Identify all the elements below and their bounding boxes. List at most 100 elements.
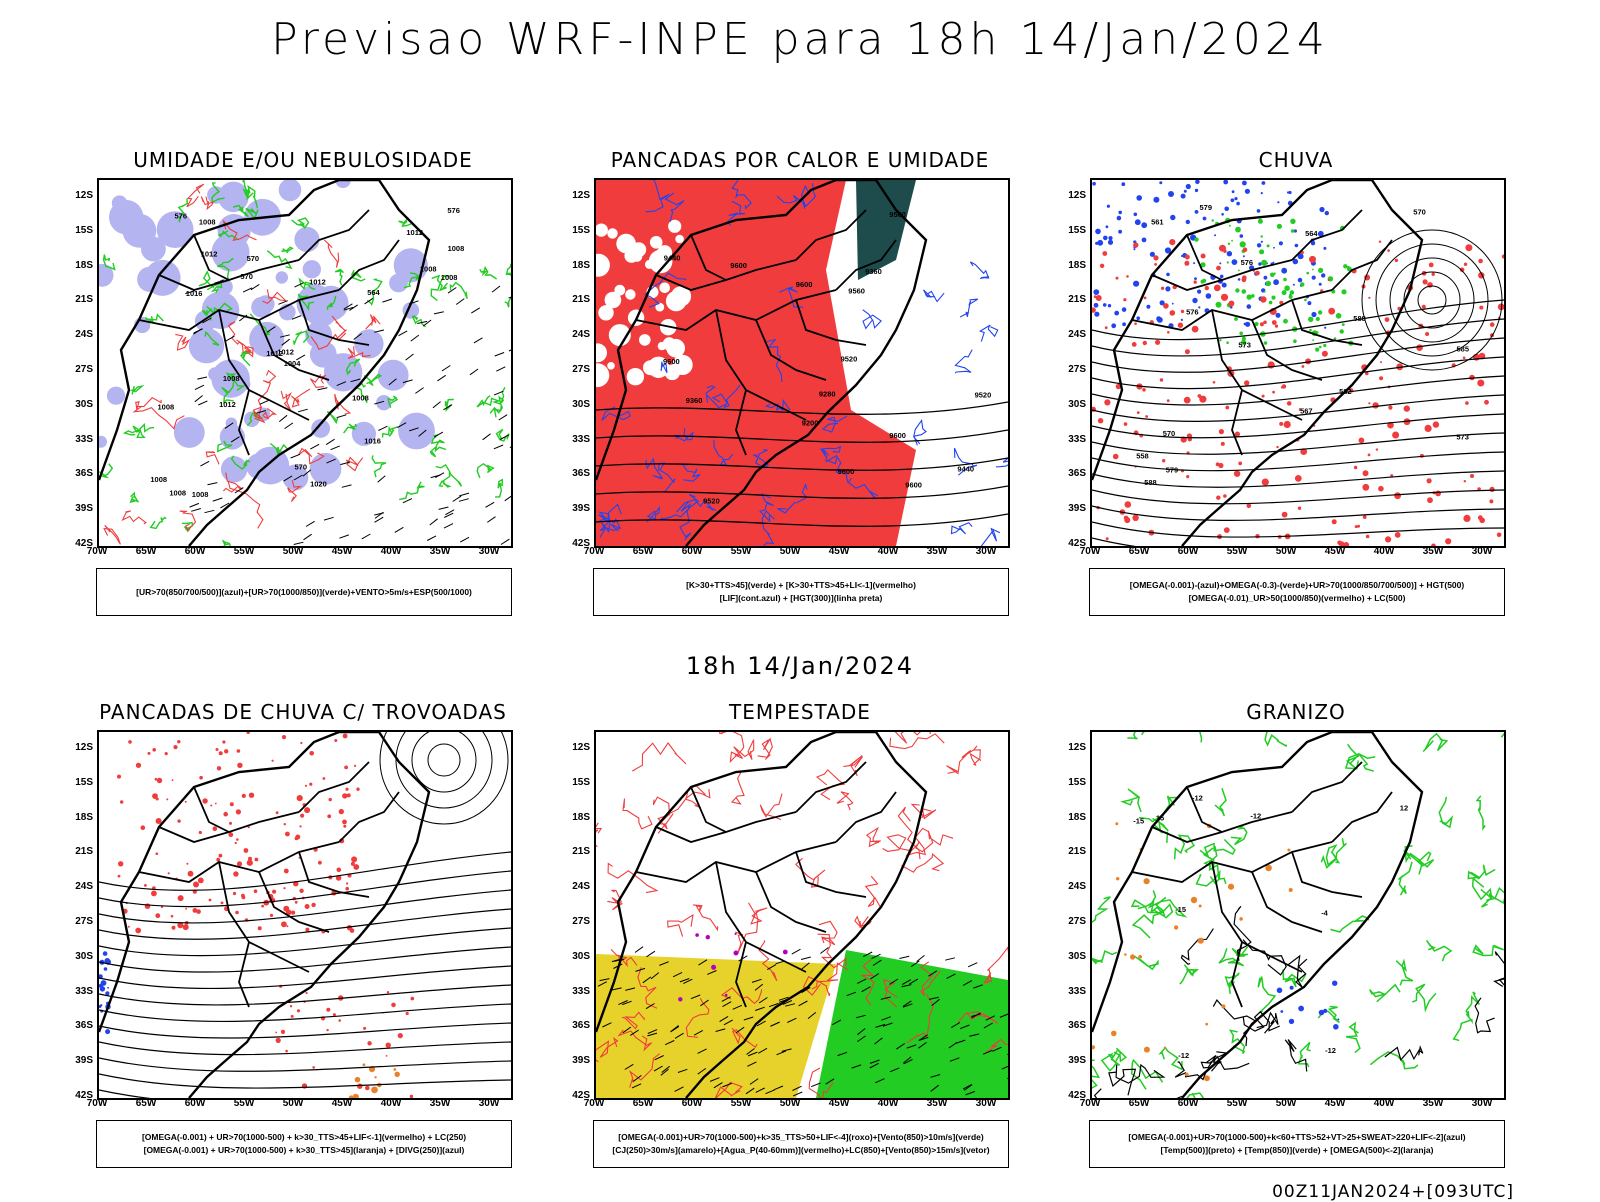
field-cell bbox=[1185, 183, 1191, 190]
x-tick-label: 45W bbox=[331, 1098, 353, 1109]
state-border bbox=[338, 791, 400, 843]
streamline bbox=[1092, 470, 1504, 488]
field-cell bbox=[1272, 261, 1275, 264]
field-cell bbox=[1205, 1022, 1209, 1026]
field-cell bbox=[1166, 272, 1170, 277]
isoline bbox=[959, 298, 979, 318]
field-cell bbox=[1221, 213, 1224, 216]
field-cell bbox=[1123, 298, 1127, 302]
isoline bbox=[847, 477, 879, 499]
field-cell bbox=[1261, 394, 1265, 398]
streamline bbox=[1092, 505, 1504, 521]
wind-vector bbox=[723, 1019, 733, 1026]
y-tick-label: 39S bbox=[572, 1055, 590, 1067]
wind-vector bbox=[670, 1025, 680, 1033]
field-cell bbox=[241, 793, 246, 798]
y-tick-label: 36S bbox=[1068, 468, 1086, 480]
isoline bbox=[1452, 1013, 1474, 1042]
panel-title: UMIDADE E/OU NEBULOSIDADE bbox=[133, 148, 473, 172]
wind-vector bbox=[443, 512, 454, 518]
field-cell bbox=[1288, 294, 1293, 299]
contour-label: -4 bbox=[1321, 909, 1328, 918]
state-border bbox=[795, 851, 867, 898]
field-cell bbox=[1280, 1010, 1284, 1013]
wind-vector bbox=[683, 978, 693, 985]
x-tick-label: 55W bbox=[730, 1098, 752, 1109]
wind-vector bbox=[330, 445, 340, 451]
streamline bbox=[99, 965, 511, 990]
x-tick-label: 30W bbox=[1471, 546, 1493, 557]
field-cell bbox=[1141, 237, 1147, 243]
isoline bbox=[646, 506, 660, 523]
x-tick-label: 70W bbox=[583, 1098, 605, 1109]
contour-label: 576 bbox=[175, 211, 188, 220]
y-tick-label: 12S bbox=[1068, 742, 1086, 753]
y-tick-label: 21S bbox=[1068, 846, 1086, 858]
contour-label: 1020 bbox=[310, 480, 327, 489]
field-cell bbox=[1136, 411, 1140, 414]
field-cell bbox=[278, 180, 302, 202]
legend-line: [OMEGA(-0.01)_UR>50(1000/850)(vermelho) … bbox=[1188, 593, 1406, 603]
field-cell bbox=[1463, 480, 1466, 483]
wind-vector bbox=[664, 1040, 675, 1046]
y-tick-label: 21S bbox=[572, 846, 590, 858]
wind-vector bbox=[303, 533, 312, 541]
field-cell bbox=[233, 871, 239, 877]
field-cell bbox=[1254, 321, 1259, 327]
y-tick-label: 12S bbox=[75, 742, 93, 753]
map-plot-area: -4 -12 -15 -12 -15 -12 -12 12 15 bbox=[1090, 730, 1506, 1100]
state-border bbox=[690, 234, 727, 281]
wind-vector bbox=[758, 1047, 768, 1054]
field-cell bbox=[1465, 244, 1473, 252]
wind-vector bbox=[278, 300, 288, 305]
field-cell bbox=[1200, 253, 1206, 259]
legend-box: [UR>70(850/700/500)](azul)+[UR>70(1000/8… bbox=[96, 568, 512, 616]
field-cell bbox=[281, 921, 287, 928]
isoline bbox=[727, 200, 746, 227]
wind-vector bbox=[432, 401, 441, 409]
isoline bbox=[1325, 844, 1341, 867]
state-border bbox=[298, 209, 370, 261]
wind-vector bbox=[433, 311, 444, 315]
wind-vector bbox=[250, 283, 260, 291]
field-cell bbox=[1134, 219, 1141, 226]
field-cell bbox=[280, 1029, 286, 1034]
wind-vector bbox=[745, 1087, 755, 1095]
field-cell bbox=[1234, 317, 1238, 321]
contour-label: -15 bbox=[1175, 905, 1186, 914]
field-cell bbox=[236, 861, 243, 867]
wind-vector bbox=[193, 328, 204, 334]
wind-vector bbox=[599, 978, 610, 982]
field-cell bbox=[299, 825, 302, 828]
wind-vector bbox=[721, 996, 731, 1002]
wind-vector bbox=[198, 400, 208, 406]
field-cell bbox=[167, 872, 170, 875]
x-tick-label: 60W bbox=[1177, 546, 1199, 557]
field-cell bbox=[1164, 247, 1172, 254]
wind-vector bbox=[855, 1014, 866, 1019]
isoline bbox=[1131, 954, 1159, 971]
isoline bbox=[1282, 969, 1307, 988]
map-plot-area: 1008 1012 1012 1016 1008 1012 1020 1008 1012 1008… bbox=[97, 178, 513, 548]
y-tick-label: 21S bbox=[75, 294, 93, 306]
field-cell bbox=[155, 852, 159, 855]
field-cell bbox=[1219, 262, 1222, 265]
contour-label: 570 bbox=[247, 254, 260, 263]
wind-vector bbox=[364, 297, 374, 305]
state-border bbox=[1186, 786, 1223, 833]
contour-label: -12 bbox=[1192, 793, 1203, 802]
field-cell bbox=[1205, 293, 1212, 299]
isoline bbox=[1093, 1088, 1102, 1098]
contour-label: 1016 bbox=[186, 289, 203, 298]
field-cell bbox=[246, 453, 272, 480]
field-cell bbox=[1132, 514, 1139, 521]
field-cell bbox=[1159, 181, 1163, 185]
lc250-streamlines bbox=[99, 851, 511, 1098]
y-tick-label: 30S bbox=[572, 950, 590, 962]
field-cell bbox=[1378, 240, 1382, 243]
wind-vector bbox=[310, 443, 320, 450]
isoline bbox=[913, 418, 927, 446]
field-cell bbox=[1279, 300, 1284, 305]
state-border bbox=[1211, 861, 1303, 973]
contour-label: 564 bbox=[367, 288, 380, 297]
